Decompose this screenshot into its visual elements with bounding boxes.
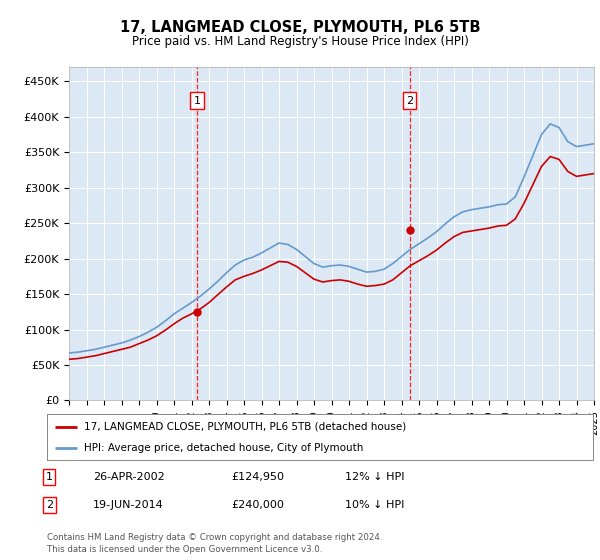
- Text: 1: 1: [46, 472, 53, 482]
- Text: 10% ↓ HPI: 10% ↓ HPI: [345, 500, 404, 510]
- Text: 19-JUN-2014: 19-JUN-2014: [93, 500, 164, 510]
- Text: £240,000: £240,000: [231, 500, 284, 510]
- Text: 17, LANGMEAD CLOSE, PLYMOUTH, PL6 5TB: 17, LANGMEAD CLOSE, PLYMOUTH, PL6 5TB: [120, 20, 480, 35]
- Text: 1: 1: [194, 96, 200, 105]
- Text: HPI: Average price, detached house, City of Plymouth: HPI: Average price, detached house, City…: [84, 443, 364, 453]
- Text: 2: 2: [46, 500, 53, 510]
- Text: £124,950: £124,950: [231, 472, 284, 482]
- Text: Price paid vs. HM Land Registry's House Price Index (HPI): Price paid vs. HM Land Registry's House …: [131, 35, 469, 48]
- Text: Contains HM Land Registry data © Crown copyright and database right 2024.: Contains HM Land Registry data © Crown c…: [47, 533, 382, 542]
- Text: 12% ↓ HPI: 12% ↓ HPI: [345, 472, 404, 482]
- Text: 26-APR-2002: 26-APR-2002: [93, 472, 165, 482]
- Text: 2: 2: [406, 96, 413, 105]
- Text: This data is licensed under the Open Government Licence v3.0.: This data is licensed under the Open Gov…: [47, 545, 322, 554]
- Text: 17, LANGMEAD CLOSE, PLYMOUTH, PL6 5TB (detached house): 17, LANGMEAD CLOSE, PLYMOUTH, PL6 5TB (d…: [84, 422, 406, 432]
